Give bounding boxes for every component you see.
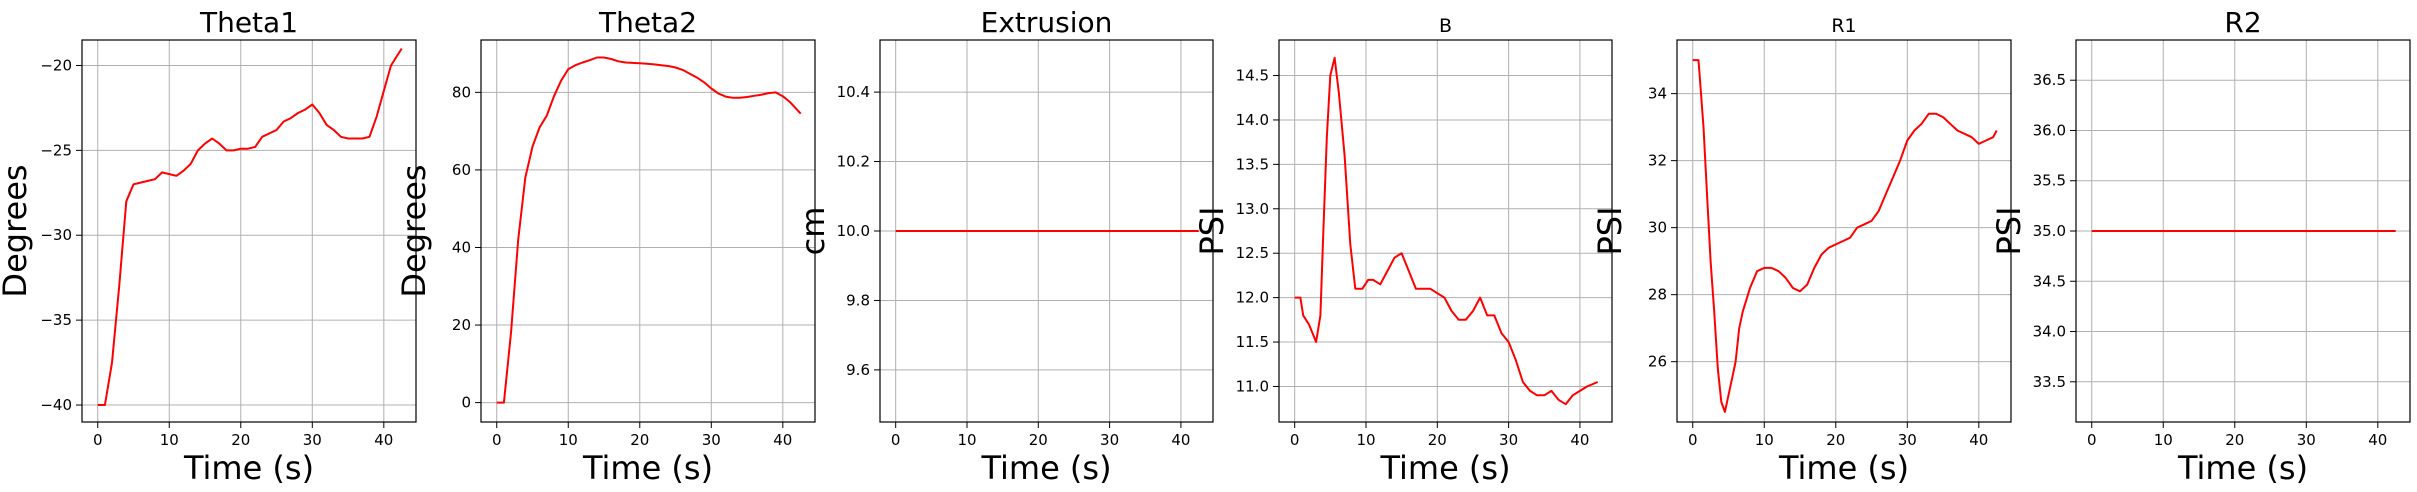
x-tick-label: 0: [891, 431, 901, 449]
x-tick-label: 30: [2297, 431, 2316, 449]
y-axis-label: Degrees: [395, 164, 433, 297]
x-tick-label: 30: [303, 431, 322, 449]
x-tick-label: 30: [1499, 431, 1518, 449]
y-tick-label: 12.5: [1236, 244, 1269, 262]
chart-panel-4: 0 10 20 30 40 11.0 11.5 12.0 12.5 13.0 13.5 14.0 14.…: [1193, 15, 1613, 487]
x-tick-label: 30: [1898, 431, 1917, 449]
x-tick-label: 40: [374, 431, 393, 449]
y-tick-label: 10.0: [837, 222, 870, 240]
y-tick-label: 0: [461, 394, 471, 412]
x-tick-label: 10: [2154, 431, 2173, 449]
y-tick-label: 80: [452, 83, 471, 101]
x-tick-label: 20: [1826, 431, 1845, 449]
y-tick-label: 9.8: [846, 291, 870, 309]
y-tick-label: 28: [1648, 286, 1667, 304]
y-tick-label: 40: [452, 238, 471, 256]
x-axis-label: Time (s): [980, 449, 1111, 487]
x-tick-label: 20: [1428, 431, 1447, 449]
y-tick-label: 34.0: [2033, 323, 2066, 341]
y-tick-label: 9.6: [846, 361, 870, 379]
chart-title: B: [1439, 15, 1452, 37]
y-tick-label: 13.0: [1236, 200, 1269, 218]
x-axis-label: Time (s): [2177, 449, 2308, 487]
y-tick-label: 11.5: [1236, 333, 1269, 351]
y-tick-label: 36.5: [2033, 71, 2066, 89]
x-tick-label: 40: [1171, 431, 1190, 449]
y-tick-label: 14.0: [1236, 111, 1269, 129]
y-axis-label: cm: [794, 207, 832, 256]
y-tick-label: 33.5: [2033, 373, 2066, 391]
chart-panel-3: 0 10 20 30 40 9.6 9.8 10.0 10.2 10.4 Extrusion Time…: [794, 6, 1214, 487]
y-tick-label: 10.2: [837, 153, 870, 171]
y-tick-label: 60: [452, 161, 471, 179]
x-tick-label: 0: [2087, 431, 2097, 449]
y-tick-label: −35: [40, 311, 72, 329]
y-tick-label: 35.5: [2033, 172, 2066, 190]
x-tick-label: 40: [2368, 431, 2387, 449]
x-tick-label: 20: [231, 431, 250, 449]
chart-panel-6: 0 10 20 30 40 33.5 34.0 34.5 35.0 35.5 36.0 36.5 R2 T…: [1990, 6, 2411, 487]
series-line: [1692, 59, 1998, 413]
plot-frame: [480, 39, 816, 423]
chart-panel-1: 0 10 20 30 40 −40 −35 −30 −25 −20 Theta1 Time (s) De…: [0, 6, 417, 487]
y-tick-label: 30: [1648, 219, 1667, 237]
y-axis-label: PSI: [1591, 206, 1629, 255]
series-line: [496, 56, 802, 404]
x-tick-label: 40: [1570, 431, 1589, 449]
x-tick-label: 10: [957, 431, 976, 449]
y-tick-label: −30: [40, 226, 72, 244]
x-tick-label: 30: [1100, 431, 1119, 449]
x-tick-label: 40: [773, 431, 792, 449]
x-tick-label: 10: [559, 431, 578, 449]
y-tick-label: −25: [40, 141, 72, 159]
y-tick-label: 36.0: [2033, 121, 2066, 139]
y-axis-label: PSI: [1193, 206, 1231, 255]
y-tick-label: 10.4: [837, 83, 870, 101]
chart-panel-5: 0 10 20 30 40 26 28 30 32 34 R1 Time (s) PSI: [1591, 15, 2012, 487]
y-tick-label: 20: [452, 316, 471, 334]
y-tick-label: 14.5: [1236, 67, 1269, 85]
chart-title: Theta1: [199, 6, 298, 39]
y-axis-label: Degrees: [0, 164, 34, 297]
y-tick-label: 32: [1648, 152, 1667, 170]
x-tick-label: 10: [160, 431, 179, 449]
x-tick-label: 20: [630, 431, 649, 449]
x-axis-label: Time (s): [1778, 449, 1909, 487]
y-tick-label: 13.5: [1236, 155, 1269, 173]
y-tick-label: 34.5: [2033, 272, 2066, 290]
x-tick-label: 0: [1290, 431, 1300, 449]
y-tick-label: −20: [40, 56, 72, 74]
series-line: [1294, 56, 1599, 406]
chart-title: Extrusion: [981, 6, 1113, 39]
x-axis-label: Time (s): [183, 449, 314, 487]
y-tick-label: 35.0: [2033, 222, 2066, 240]
chart-title: R1: [1831, 15, 1856, 37]
x-tick-label: 10: [1755, 431, 1774, 449]
plot-frame: [1278, 39, 1613, 423]
y-tick-label: 34: [1648, 85, 1667, 103]
x-tick-label: 0: [492, 431, 502, 449]
plot-frame: [1676, 39, 2012, 423]
y-tick-label: −40: [40, 396, 72, 414]
plot-frame: [81, 39, 417, 423]
series-line: [97, 47, 403, 406]
y-tick-label: 11.0: [1236, 377, 1269, 395]
chart-panel-2: 0 10 20 30 40 0 20 40 60 80 Theta2 Time (s) Degrees: [395, 6, 816, 487]
x-tick-label: 40: [1969, 431, 1988, 449]
chart-title: Theta2: [598, 6, 697, 39]
y-tick-label: 26: [1648, 353, 1667, 371]
x-tick-label: 20: [1029, 431, 1048, 449]
x-tick-label: 0: [93, 431, 103, 449]
chart-title: R2: [2224, 6, 2261, 39]
x-tick-label: 10: [1356, 431, 1375, 449]
x-axis-label: Time (s): [1379, 449, 1510, 487]
x-tick-label: 20: [2225, 431, 2244, 449]
x-tick-label: 0: [1688, 431, 1698, 449]
x-axis-label: Time (s): [582, 449, 713, 487]
x-tick-label: 30: [702, 431, 721, 449]
y-axis-label: PSI: [1990, 206, 2028, 255]
y-tick-label: 12.0: [1236, 289, 1269, 307]
